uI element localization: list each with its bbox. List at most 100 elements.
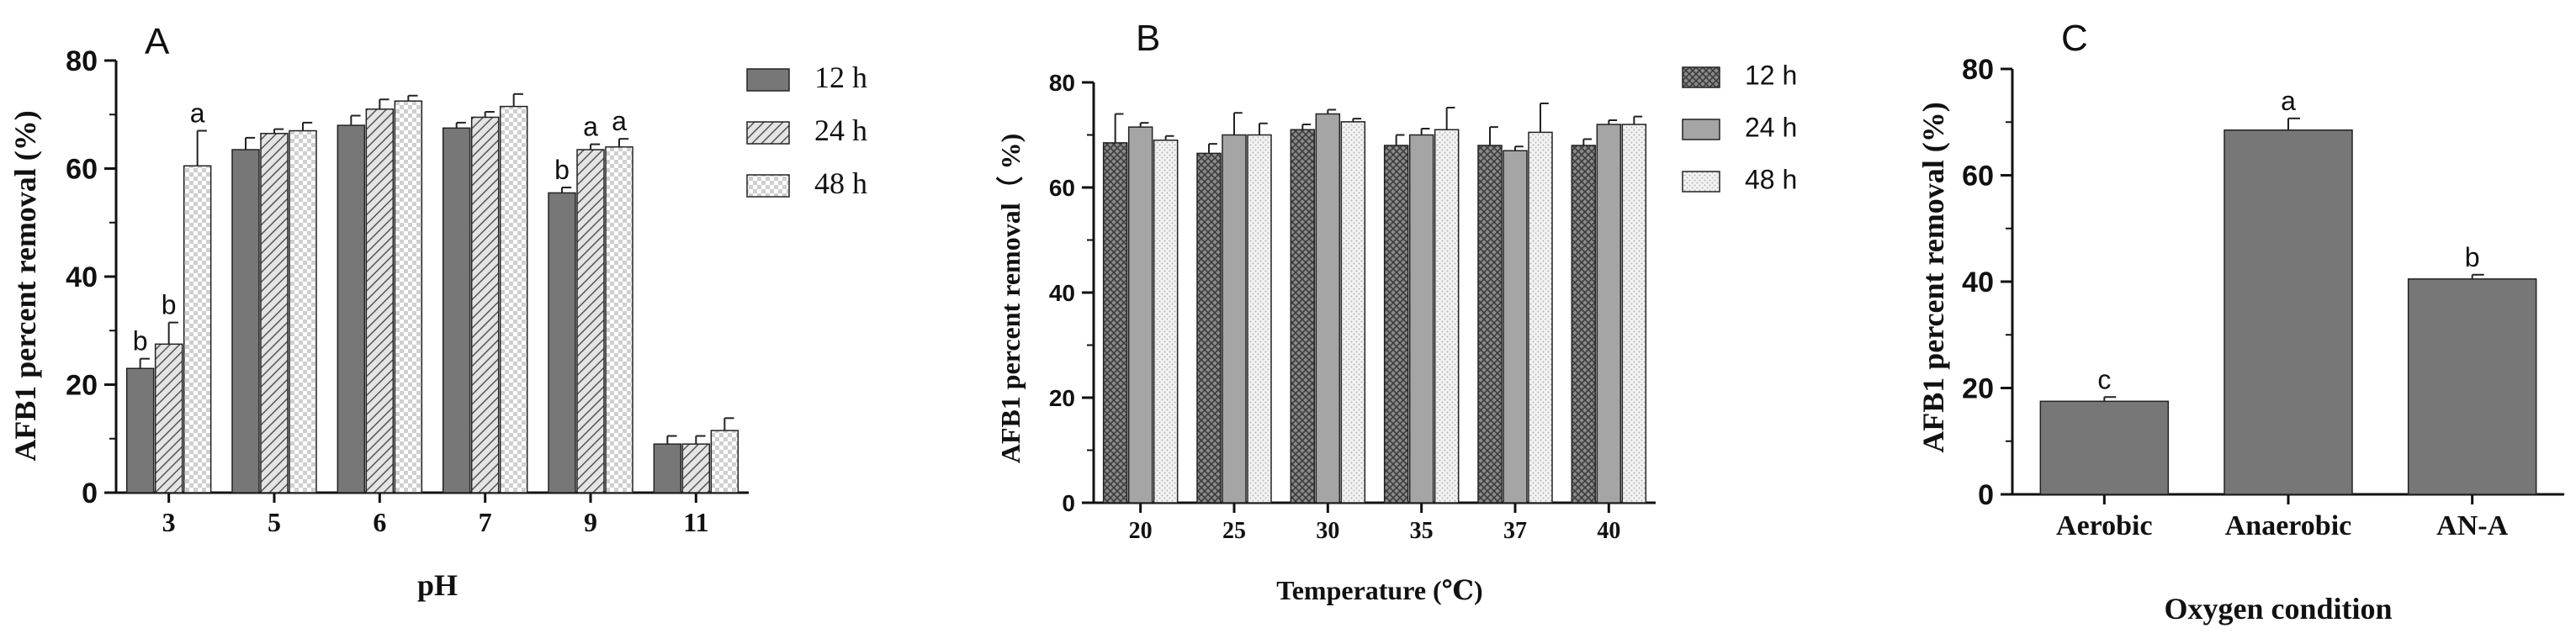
legend-swatch: [1682, 171, 1720, 193]
bar: [1222, 134, 1247, 504]
x-tick-label: 40: [1597, 518, 1620, 544]
y-tick-label: 60: [1049, 175, 1075, 201]
y-tick-label: 20: [66, 369, 98, 401]
bar: [1196, 152, 1222, 504]
x-tick-label: 30: [1316, 518, 1339, 544]
significance-label: a: [583, 112, 598, 142]
bar: [154, 343, 183, 494]
bar: [2224, 129, 2353, 495]
y-tick-label: 60: [1962, 160, 1994, 192]
y-tick-label: 80: [1049, 70, 1075, 96]
panel-label-a: A: [145, 21, 170, 62]
x-tick-label: AN-A: [2436, 510, 2508, 541]
bar: [442, 127, 471, 494]
x-tick-label: 35: [1410, 518, 1434, 544]
y-axis-label-c: AFB1 percent removal (%): [1916, 102, 1950, 453]
y-axis-label-a: AFB1 percent removal (%): [8, 110, 42, 462]
significance-label: b: [2465, 242, 2480, 272]
x-tick-label: 5: [268, 507, 281, 537]
bar: [125, 367, 155, 494]
legend-label: 48 h: [1745, 164, 1797, 194]
panel-a: A AFB1 percent removal (%) pH 0 20 40 60 80 3…: [8, 21, 867, 602]
bar: [710, 430, 739, 494]
significance-label: a: [2281, 86, 2296, 116]
significance-label: c: [2097, 364, 2111, 394]
y-tick-label: 40: [66, 261, 98, 293]
y-tick-label: 40: [1049, 280, 1075, 306]
bar: [681, 443, 711, 494]
x-tick-label: 37: [1503, 518, 1527, 544]
bar: [365, 108, 395, 494]
bar: [1528, 131, 1553, 504]
axes-c: 0 20 40 60 80 Aerobic c Anaerobic a AN-A b: [1962, 54, 2564, 541]
bar: [231, 149, 260, 494]
x-tick-label: 6: [373, 507, 386, 537]
legend-label: 48 h: [814, 166, 867, 200]
x-tick-label: 20: [1129, 518, 1153, 544]
bar: [548, 192, 576, 494]
significance-label: a: [612, 106, 627, 136]
bar: [1408, 134, 1434, 504]
x-tick-label: 3: [162, 507, 176, 537]
bar: [1315, 113, 1341, 504]
y-tick-label: 0: [1978, 479, 1994, 511]
y-tick-label: 80: [1962, 54, 1994, 86]
y-tick-label: 0: [1062, 490, 1075, 516]
x-axis-label-b: Temperature (℃): [1276, 575, 1482, 605]
bar: [1477, 145, 1503, 504]
bar: [499, 105, 528, 494]
bar: [2407, 278, 2537, 495]
panel-b: B AFB1 percent removal（ %) Temperature (…: [995, 18, 1797, 605]
x-axis-label-c: Oxygen condition: [2164, 592, 2392, 626]
y-tick-label: 20: [1962, 372, 1994, 404]
bar: [605, 146, 633, 494]
legend-label: 12 h: [814, 61, 867, 94]
bar: [470, 116, 500, 494]
bar: [1102, 142, 1128, 504]
bar: [2039, 400, 2170, 495]
y-tick-label: 60: [66, 153, 98, 185]
legend-swatch: [746, 68, 790, 92]
legend-label: 24 h: [1745, 112, 1797, 142]
x-tick-label: 11: [683, 507, 708, 537]
bar: [1596, 124, 1622, 504]
y-tick-label: 40: [1962, 267, 1994, 298]
x-tick-label: 7: [479, 507, 492, 537]
legend-label: 12 h: [1745, 60, 1797, 90]
bar: [1290, 129, 1316, 504]
bar: [1127, 126, 1153, 504]
legend-swatch: [746, 121, 790, 145]
significance-label: b: [133, 326, 148, 356]
y-axis-label-b: AFB1 percent removal（ %): [995, 134, 1026, 464]
bar: [1247, 134, 1272, 504]
legend-label: 24 h: [814, 113, 867, 147]
panel-c: C AFB1 percent removal (%) Oxygen condit…: [1916, 18, 2564, 626]
bar: [1571, 145, 1597, 504]
significance-label: b: [162, 290, 177, 320]
x-tick-label: Anaerobic: [2225, 510, 2351, 541]
axes-b: 0 20 40 60 80 20 25 30 35 37 40: [1049, 70, 1656, 544]
bar: [289, 129, 317, 494]
significance-label: b: [554, 155, 570, 185]
x-axis-label-a: pH: [417, 568, 458, 602]
bar: [576, 149, 605, 494]
legend-swatch: [1682, 66, 1720, 88]
bar: [653, 443, 682, 494]
significance-label: a: [190, 98, 205, 129]
bar: [394, 100, 423, 494]
panel-label-c: C: [2061, 18, 2088, 59]
y-tick-label: 0: [82, 478, 98, 509]
x-tick-label: 25: [1222, 518, 1246, 544]
panel-label-b: B: [1136, 18, 1160, 59]
bar: [1434, 129, 1460, 504]
y-tick-label: 80: [66, 45, 98, 77]
bar: [337, 124, 366, 494]
bar: [1621, 124, 1647, 504]
legend-swatch: [746, 174, 790, 198]
y-tick-label: 20: [1049, 385, 1075, 411]
legend-b: 12 h 24 h 48 h: [1682, 60, 1797, 194]
x-tick-label: Aerobic: [2056, 510, 2153, 541]
bar: [1340, 121, 1366, 504]
